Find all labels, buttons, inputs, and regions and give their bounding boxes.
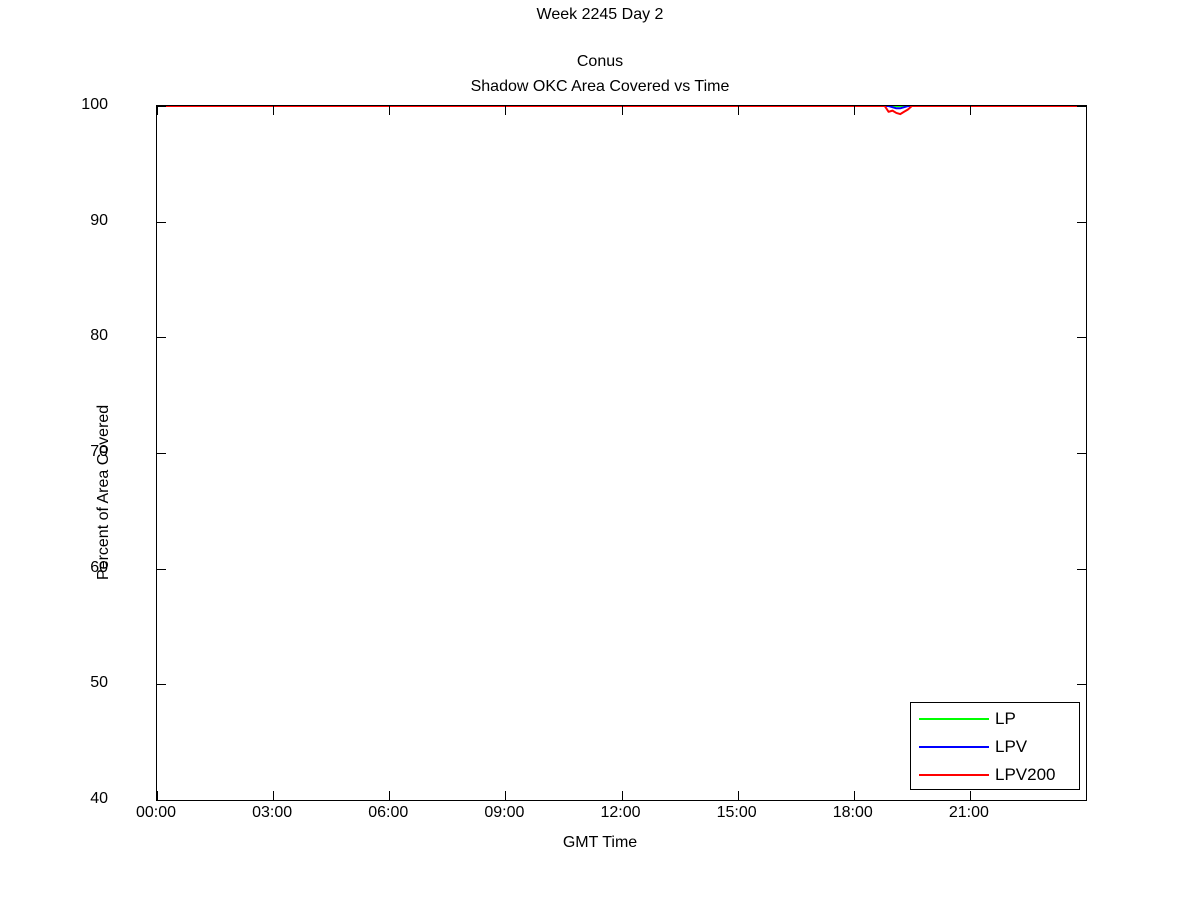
x-tick-mark: [389, 791, 391, 800]
plot-area: [156, 105, 1087, 801]
x-tick-mark: [621, 106, 623, 115]
legend-label-lpv200: LPV200: [995, 765, 1056, 784]
x-tick-mark: [969, 106, 971, 115]
chart-legend[interactable]: LP LPV LPV200: [910, 702, 1080, 790]
x-tick-mark: [737, 791, 739, 800]
chart-subtitle: Conus: [576, 53, 624, 70]
y-tick-label: 100: [81, 96, 108, 113]
y-tick-mark: [157, 453, 166, 454]
x-tick-label: 03:00: [252, 804, 293, 821]
y-tick-mark: [157, 800, 166, 801]
series-line-lpv: [157, 106, 1086, 110]
y-tick-mark: [1077, 800, 1086, 801]
y-tick-label: 70: [90, 443, 108, 460]
y-tick-mark: [1077, 221, 1086, 223]
y-tick-mark: [157, 568, 166, 570]
legend-label-lpv: LPV: [995, 737, 1028, 756]
x-tick-label: 18:00: [832, 804, 873, 821]
y-tick-label: 90: [90, 211, 108, 229]
x-tick-mark: [505, 106, 507, 115]
x-tick-label: 06:00: [368, 804, 409, 821]
y-tick-mark: [1077, 337, 1086, 339]
x-tick-label: 12:00: [600, 804, 641, 821]
data-series-layer: [157, 106, 1086, 116]
x-tick-mark: [737, 106, 739, 115]
legend-label-lp: LP: [995, 709, 1016, 728]
x-tick-mark: [273, 106, 275, 115]
y-tick-label: 50: [90, 674, 108, 692]
y-tick-label: 80: [90, 327, 108, 345]
x-tick-mark: [853, 106, 855, 115]
y-tick-mark: [1077, 106, 1086, 107]
y-tick-mark: [1077, 568, 1086, 570]
x-tick-mark: [273, 791, 275, 800]
series-line-lpv200: [157, 106, 1086, 116]
x-tick-mark: [157, 106, 158, 115]
y-tick-mark: [157, 106, 166, 107]
x-tick-mark: [853, 791, 855, 800]
y-tick-mark: [1077, 453, 1086, 454]
y-tick-mark: [157, 684, 166, 686]
x-tick-mark: [505, 791, 507, 800]
x-tick-mark: [389, 106, 391, 115]
y-tick-mark: [157, 221, 166, 223]
legend-swatch-lp: [919, 718, 989, 720]
chart-title: Shadow OKC Area Covered vs Time: [470, 78, 730, 95]
y-tick-mark: [1077, 684, 1086, 686]
x-tick-label: 15:00: [716, 804, 757, 821]
x-tick-label: 09:00: [484, 804, 525, 821]
legend-entry-lpv[interactable]: LPV: [911, 733, 1081, 761]
plot-inner: [157, 106, 1086, 800]
y-tick-mark: [157, 337, 166, 339]
y-axis-label: Percent of Area Covered: [95, 404, 112, 580]
x-tick-label: 00:00: [135, 804, 177, 821]
y-tick-label: 60: [90, 558, 108, 576]
x-tick-mark: [157, 791, 158, 800]
legend-entry-lp[interactable]: LP: [911, 705, 1081, 733]
legend-swatch-lpv200: [919, 774, 989, 776]
chart-title-block: Conus Shadow OKC Area Covered vs Time: [0, 49, 1200, 99]
x-tick-label: 21:00: [948, 804, 989, 821]
x-tick-mark: [621, 791, 623, 800]
legend-swatch-lpv: [919, 746, 989, 748]
x-axis-label: GMT Time: [562, 834, 638, 851]
figure-suptitle: Week 2245 Day 2: [536, 6, 664, 23]
y-tick-label: 40: [90, 790, 108, 807]
legend-entry-lpv200[interactable]: LPV200: [911, 761, 1081, 789]
x-tick-mark: [969, 791, 971, 800]
